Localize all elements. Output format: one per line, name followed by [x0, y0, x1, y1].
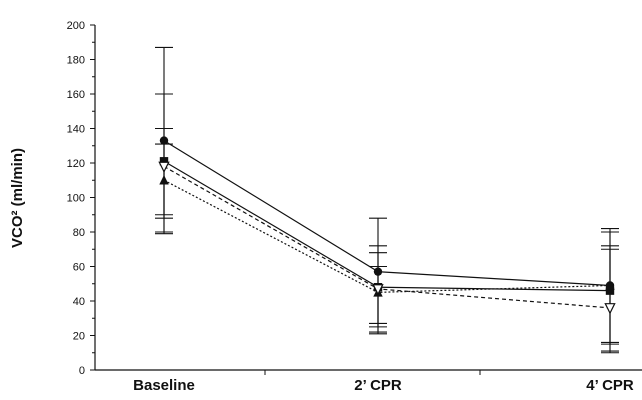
- y-axis-label: VCO² (ml/min): [9, 148, 26, 248]
- data-markers: [158, 136, 616, 315]
- y-tick-label: 100: [67, 193, 85, 205]
- y-tick-label: 40: [73, 296, 85, 308]
- data-point: [372, 284, 384, 296]
- x-tick-label: Baseline: [133, 377, 195, 394]
- y-tick-label: 140: [67, 124, 85, 136]
- data-point: [159, 136, 169, 145]
- data-point: [373, 267, 383, 276]
- x-tick-label: 2’ CPR: [354, 377, 402, 394]
- x-tick-label: 4’ CPR: [586, 377, 634, 394]
- data-point: [604, 303, 616, 315]
- data-point: [605, 286, 615, 295]
- y-tick-label: 80: [73, 227, 85, 239]
- y-tick-label: 20: [73, 331, 85, 343]
- series-lines: [163, 140, 611, 309]
- data-point: [158, 161, 170, 173]
- series-line: [163, 160, 611, 292]
- y-tick-label: 120: [67, 158, 85, 170]
- y-axis-ticks: 0 20 40 60 80 100 120 140 160 180 200: [67, 20, 95, 377]
- y-tick-label: 60: [73, 262, 85, 274]
- data-point: [159, 175, 169, 185]
- y-tick-label: 200: [67, 20, 85, 32]
- data-point: [159, 157, 169, 166]
- series-line: [163, 140, 611, 287]
- series-line: [163, 165, 611, 309]
- data-point: [605, 280, 615, 290]
- x-axis-ticks: Baseline 2’ CPR 4’ CPR: [133, 370, 634, 394]
- y-tick-label: 160: [67, 89, 85, 101]
- y-tick-label: 0: [79, 365, 85, 377]
- series-line: [163, 179, 611, 293]
- error-bars: [155, 46, 619, 354]
- y-tick-label: 180: [67, 55, 85, 67]
